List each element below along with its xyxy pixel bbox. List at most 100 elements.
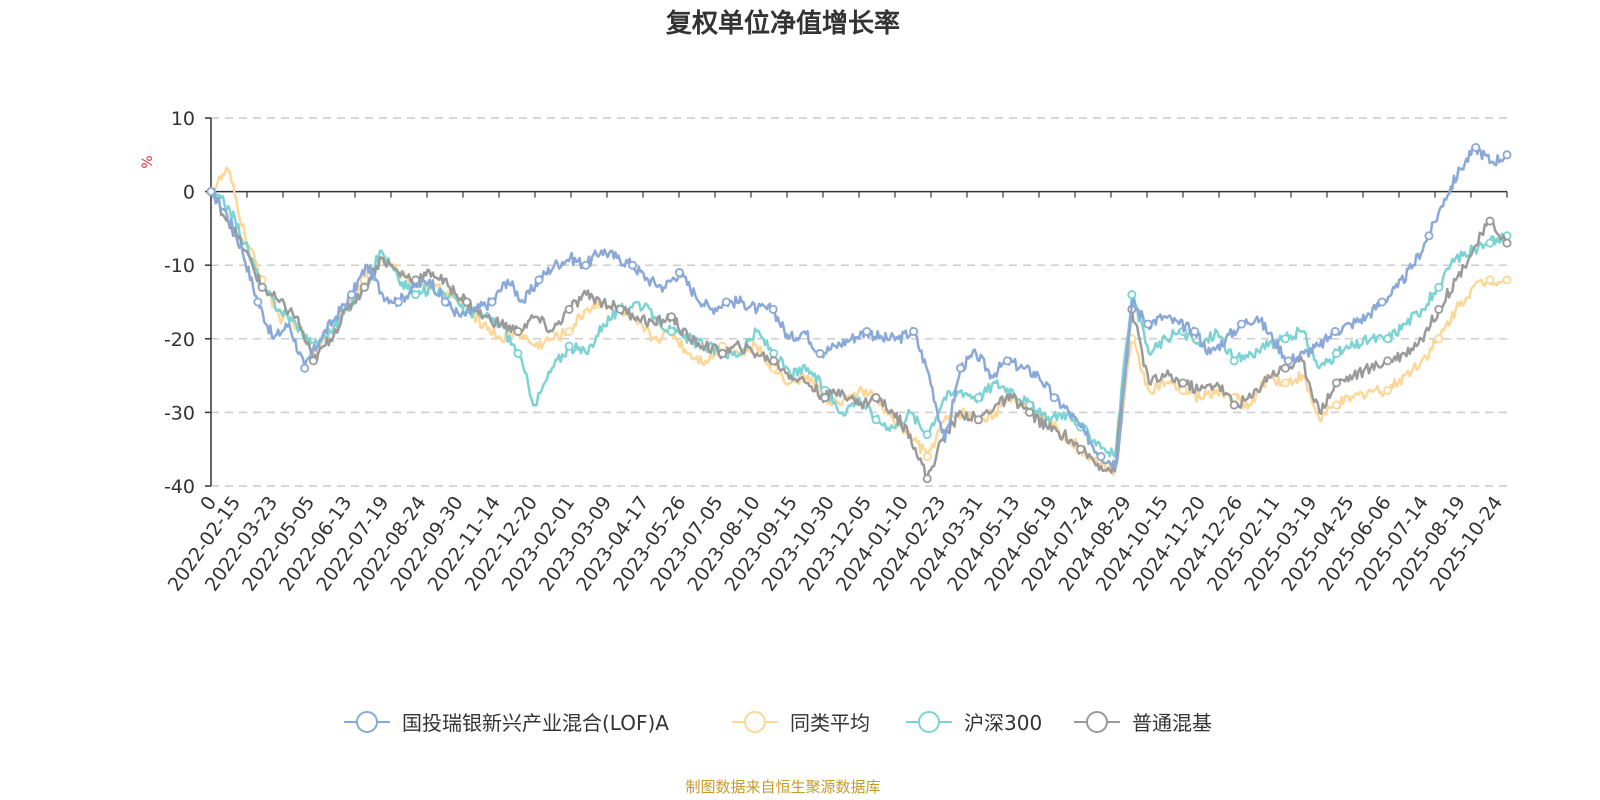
data-point	[862, 326, 872, 336]
data-point	[1178, 378, 1188, 388]
data-point	[1178, 385, 1188, 395]
data-point	[564, 341, 574, 351]
data-point	[769, 349, 779, 359]
data-point	[721, 297, 731, 307]
chart-title: 复权单位净值增长率	[666, 8, 900, 39]
legend-item[interactable]: 国投瑞银新兴产业混合(LOF)A	[344, 711, 669, 735]
data-point	[564, 304, 574, 314]
data-point	[1280, 363, 1290, 373]
data-point	[308, 356, 318, 366]
data-point	[1283, 356, 1293, 366]
data-point	[1237, 319, 1247, 329]
data-point	[1383, 356, 1393, 366]
legend-swatch-marker	[1086, 711, 1108, 733]
data-point	[1485, 238, 1495, 248]
data-point	[1331, 378, 1341, 388]
y-tick-label: -20	[164, 329, 195, 351]
legend-swatch-marker	[356, 711, 378, 733]
data-point	[1076, 444, 1086, 454]
data-point	[1502, 275, 1512, 285]
y-tick-label: -30	[164, 402, 195, 424]
data-point	[487, 297, 497, 307]
data-point	[769, 363, 779, 373]
data-point	[922, 429, 932, 439]
data-point	[440, 297, 450, 307]
data-point	[564, 326, 574, 336]
series-line	[209, 166, 1508, 476]
data-point	[628, 260, 638, 270]
data-point	[1025, 407, 1035, 417]
legend-swatch-marker	[744, 711, 766, 733]
series-line	[209, 188, 1509, 458]
legend-item[interactable]: 沪深300	[906, 711, 1042, 735]
data-point	[300, 363, 310, 373]
data-point	[973, 393, 983, 403]
data-point	[666, 312, 676, 322]
data-point	[1485, 275, 1495, 285]
data-point	[1331, 349, 1341, 359]
data-point	[1502, 238, 1512, 248]
data-point	[1229, 356, 1239, 366]
data-point	[1096, 452, 1106, 462]
data-point	[1377, 297, 1387, 307]
data-point	[1434, 282, 1444, 292]
data-point	[666, 326, 676, 336]
series-line	[209, 190, 1509, 480]
source-note: 制图数据来自恒生聚源数据库	[685, 778, 880, 796]
data-point	[871, 415, 881, 425]
data-point	[768, 304, 778, 314]
data-point	[922, 474, 932, 484]
data-point	[513, 326, 523, 336]
data-point	[253, 297, 263, 307]
legend[interactable]: 国投瑞银新兴产业混合(LOF)A 同类平均 沪深300 普通混基	[344, 711, 1212, 735]
data-point	[674, 268, 684, 278]
data-point	[1434, 304, 1444, 314]
legend-swatch-marker	[918, 711, 940, 733]
data-point	[347, 290, 357, 300]
y-tick-label: 10	[171, 108, 195, 130]
data-point	[1471, 142, 1481, 152]
data-point	[1485, 216, 1495, 226]
legend-item[interactable]: 同类平均	[732, 711, 870, 735]
data-point	[581, 260, 591, 270]
data-point	[359, 282, 369, 292]
data-point	[257, 282, 267, 292]
data-point	[1049, 393, 1059, 403]
data-point	[1383, 385, 1393, 395]
y-tick-label: -40	[164, 476, 195, 498]
series-lines	[206, 142, 1512, 484]
data-point	[1383, 334, 1393, 344]
data-point	[815, 349, 825, 359]
data-point	[411, 290, 421, 300]
legend-label: 国投瑞银新兴产业混合(LOF)A	[402, 711, 669, 735]
data-point	[206, 187, 216, 197]
y-axis-unit: %	[140, 155, 156, 168]
data-point	[615, 304, 625, 314]
data-point	[718, 341, 728, 351]
data-point	[534, 275, 544, 285]
data-point	[871, 393, 881, 403]
data-point	[955, 363, 965, 373]
data-point	[718, 349, 728, 359]
legend-label: 同类平均	[790, 711, 870, 735]
data-point	[1127, 290, 1137, 300]
legend-label: 沪深300	[964, 711, 1042, 735]
data-point	[1190, 326, 1200, 336]
legend-label: 普通混基	[1132, 711, 1212, 735]
data-point	[1434, 334, 1444, 344]
data-point	[973, 415, 983, 425]
data-point	[922, 452, 932, 462]
data-point	[1424, 231, 1434, 241]
legend-item[interactable]: 普通混基	[1074, 711, 1212, 735]
data-point	[1280, 334, 1290, 344]
y-tick-label: 0	[183, 182, 195, 204]
data-point	[1330, 326, 1340, 336]
data-point	[393, 297, 403, 307]
data-point	[462, 297, 472, 307]
data-point	[1502, 150, 1512, 160]
data-point	[769, 356, 779, 366]
data-point	[359, 275, 369, 285]
data-point	[1229, 400, 1239, 410]
data-point	[1280, 378, 1290, 388]
